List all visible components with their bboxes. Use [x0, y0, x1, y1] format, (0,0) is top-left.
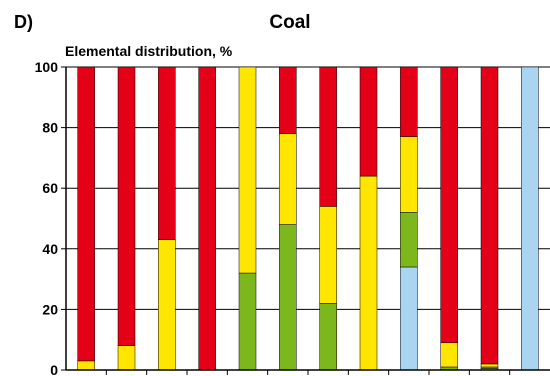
- panel-label: D): [14, 12, 33, 32]
- bar-11-segment-3: [480, 363, 499, 368]
- gridlines: [66, 66, 550, 310]
- bar-10-segment-4: [440, 66, 458, 343]
- bars: [77, 66, 539, 371]
- bar-1-segment-3: [77, 360, 95, 371]
- y-tick-label-100: 100: [35, 59, 59, 75]
- bar-9-segment-3: [400, 136, 418, 213]
- y-tick-label-60: 60: [42, 180, 58, 196]
- bar-7-segment-3: [319, 206, 337, 304]
- bar-6-segment-4: [279, 66, 297, 134]
- bar-9-segment-1: [400, 266, 418, 371]
- y-tick-labels: 0 20 40 60 80 100: [35, 59, 66, 376]
- y-tick-label-20: 20: [42, 301, 58, 317]
- y-axis-label: Elemental distribution, %: [65, 43, 233, 59]
- bar-4-segment-4: [198, 66, 216, 371]
- bar-10-segment-3: [440, 342, 458, 368]
- bar-7-segment-4: [319, 66, 337, 207]
- y-tick-label-0: 0: [50, 362, 58, 376]
- bar-9-segment-4: [400, 66, 418, 137]
- bar-7-segment-2: [319, 303, 337, 371]
- axes: [65, 67, 550, 375]
- bar-11-segment-4: [480, 66, 499, 365]
- bar-5-segment-3: [238, 66, 257, 274]
- bar-12-segment-1: [521, 66, 539, 371]
- chart-title: Coal: [269, 12, 310, 33]
- bar-2-segment-4: [117, 66, 136, 347]
- bar-5-segment-2: [238, 272, 257, 371]
- bar-8-segment-4: [359, 66, 378, 177]
- bar-9-segment-2: [400, 212, 418, 268]
- y-tick-label-40: 40: [42, 241, 58, 257]
- bar-2-segment-3: [117, 345, 136, 371]
- bar-3-segment-4: [158, 66, 176, 240]
- bar-6-segment-2: [279, 224, 297, 371]
- bar-6-segment-3: [279, 133, 297, 225]
- y-tick-label-80: 80: [42, 120, 58, 136]
- bar-8-segment-3: [359, 175, 378, 371]
- bar-3-segment-3: [158, 239, 176, 371]
- bar-1-segment-4: [77, 66, 95, 362]
